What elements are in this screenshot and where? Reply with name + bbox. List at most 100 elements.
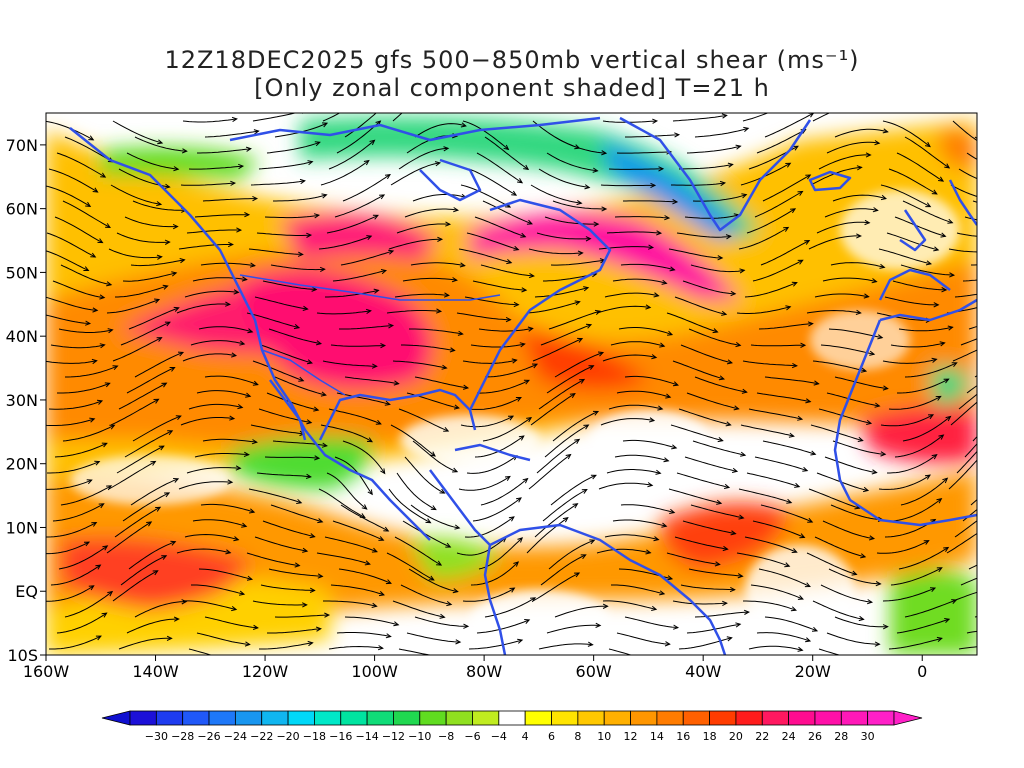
streamline-arrowhead bbox=[875, 581, 882, 587]
colorbar-swatch bbox=[498, 710, 526, 726]
streamline-arrowhead bbox=[231, 352, 238, 358]
streamline-arrowhead bbox=[523, 379, 530, 385]
colorbar-label: 4 bbox=[522, 730, 529, 743]
streamline-arrowhead bbox=[719, 180, 727, 187]
streamline-arrowhead bbox=[306, 359, 313, 365]
streamline-arrowhead bbox=[449, 347, 456, 353]
streamline-arrowhead bbox=[154, 298, 161, 304]
streamline bbox=[191, 584, 245, 595]
streamline bbox=[534, 287, 589, 298]
streamline-arrowhead bbox=[225, 549, 232, 555]
streamline-arrowhead bbox=[863, 293, 870, 299]
lat-label: 10S bbox=[7, 646, 38, 665]
streamline-arrowhead bbox=[320, 391, 327, 397]
streamline bbox=[248, 248, 303, 255]
streamline-arrowhead bbox=[799, 533, 806, 539]
streamline-arrowhead bbox=[366, 437, 373, 443]
streamline bbox=[532, 572, 580, 602]
streamline-arrowhead bbox=[947, 325, 954, 331]
streamline bbox=[197, 148, 251, 154]
streamline-arrowhead bbox=[156, 254, 163, 260]
streamline bbox=[400, 584, 452, 605]
streamline-arrowhead bbox=[104, 382, 111, 388]
colorbar-label: 20 bbox=[729, 730, 743, 743]
streamline bbox=[902, 200, 953, 224]
streamline bbox=[826, 392, 880, 407]
streamline-arrowhead bbox=[96, 399, 104, 405]
streamline-arrowhead bbox=[982, 613, 987, 617]
colorbar-label: 26 bbox=[808, 730, 822, 743]
colorbar-label: 28 bbox=[834, 730, 848, 743]
streamline-arrowhead bbox=[229, 415, 236, 421]
streamline bbox=[554, 605, 608, 618]
streamline bbox=[476, 619, 530, 634]
streamline bbox=[554, 136, 607, 154]
streamline bbox=[46, 120, 94, 141]
streamline-arrowhead bbox=[158, 445, 165, 451]
streamline-arrowhead bbox=[925, 202, 932, 208]
streamline bbox=[540, 324, 592, 346]
streamline bbox=[602, 354, 657, 362]
streamline bbox=[604, 292, 659, 298]
streamline bbox=[820, 344, 875, 355]
streamline-arrowhead bbox=[436, 560, 443, 566]
streamline-arrowhead bbox=[786, 498, 793, 504]
streamline bbox=[198, 326, 253, 333]
colorbar-swatch bbox=[472, 710, 500, 726]
streamline-arrowhead bbox=[380, 343, 387, 349]
streamline bbox=[834, 616, 888, 628]
streamline-arrowhead bbox=[925, 260, 933, 266]
streamline bbox=[326, 214, 379, 234]
streamline-arrowhead bbox=[856, 165, 863, 171]
streamline bbox=[890, 342, 945, 348]
streamline-arrowhead bbox=[743, 126, 750, 132]
colorbar-label: −30 bbox=[145, 730, 168, 743]
streamline bbox=[402, 277, 457, 282]
streamline bbox=[546, 152, 598, 172]
streamline bbox=[878, 248, 932, 265]
colorbar-swatch bbox=[630, 710, 658, 726]
streamline bbox=[876, 312, 931, 321]
colorbar-swatch bbox=[551, 710, 579, 726]
streamline bbox=[530, 184, 582, 204]
streamline-arrowhead bbox=[511, 190, 518, 196]
streamline bbox=[830, 504, 883, 521]
streamline bbox=[600, 184, 655, 187]
streamline-arrowhead bbox=[233, 536, 240, 542]
streamline-arrowhead bbox=[237, 404, 244, 410]
coastline-arctic bbox=[229, 116, 601, 142]
streamline-arrowhead bbox=[171, 271, 178, 277]
colorbar-swatch bbox=[577, 710, 605, 726]
lon-label: 80W bbox=[466, 662, 502, 681]
streamline bbox=[672, 114, 727, 122]
streamline bbox=[892, 498, 942, 522]
streamline bbox=[54, 216, 103, 244]
streamline bbox=[264, 214, 319, 219]
streamline-arrowhead bbox=[313, 213, 321, 219]
streamline bbox=[120, 321, 171, 346]
streamline-arrowhead bbox=[378, 591, 385, 597]
streamline-arrowhead bbox=[741, 388, 748, 394]
streamline bbox=[462, 359, 517, 364]
streamline-arrowhead bbox=[721, 310, 728, 316]
streamline-arrowhead bbox=[462, 384, 470, 390]
streamline-arrowhead bbox=[156, 201, 163, 207]
streamline bbox=[390, 424, 436, 457]
streamline bbox=[180, 182, 235, 186]
colorbar-swatch bbox=[709, 710, 737, 726]
streamline bbox=[538, 643, 593, 650]
colorbar-swatch bbox=[366, 710, 394, 726]
streamline bbox=[834, 376, 888, 390]
streamline bbox=[340, 504, 389, 532]
streamline-arrowhead bbox=[430, 451, 436, 457]
streamline-arrowhead bbox=[409, 104, 414, 109]
streamline bbox=[960, 338, 977, 346]
streamline-arrowhead bbox=[520, 232, 527, 238]
streamline-arrowhead bbox=[293, 324, 301, 330]
streamline-arrowhead bbox=[797, 646, 804, 652]
streamline-arrowhead bbox=[791, 281, 798, 287]
streamline bbox=[672, 360, 725, 380]
streamline bbox=[876, 540, 929, 554]
streamline bbox=[946, 532, 977, 554]
streamline-arrowhead bbox=[982, 235, 987, 239]
